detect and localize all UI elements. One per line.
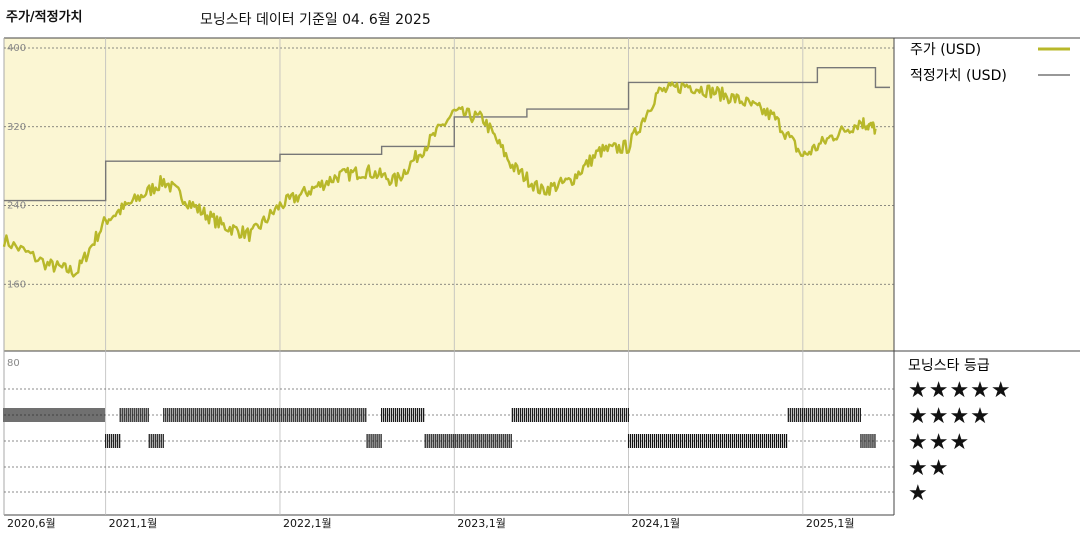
ytick-label: 80 [7,358,20,369]
fair-value-line [4,66,890,202]
rating-bars [3,408,876,448]
price-panel-bg [4,38,894,351]
ytick-label: 160 [7,279,26,290]
rating-level-3-stars: ★★★ [908,430,970,455]
rating-segment [366,434,382,448]
chart-title: 주가/적정가치 [6,10,83,25]
xtick-label: 2023,1월 [457,517,506,530]
rating-segment [860,434,876,448]
xtick-label: 2021,1월 [109,517,158,530]
price-line [2,81,877,278]
rating-segment [787,408,861,422]
rating-level-4-stars: ★★★★ [908,404,991,429]
rating-segment [148,434,164,448]
horizontal-gridlines [4,47,894,285]
x-tick-labels: 2020,6월 2021,1월 2022,1월 2023,1월 2024,1월 2025,… [7,517,854,530]
legend-price-label: 주가 (USD) [910,42,981,58]
rating-segment [381,408,425,422]
rating-segment [424,434,512,448]
y-tick-labels: 400 320 240 160 80 [7,43,26,369]
legend-fair-label: 적정가치 (USD) [910,68,1007,84]
rating-segment [119,408,149,422]
data-date-line: 모닝스타 데이터 기준일 04. 6월 2025 [200,12,431,28]
rating-star-labels: ★★★★★★★★★★★★★★★ [908,378,1012,506]
ytick-label: 240 [7,201,26,212]
rating-segment [627,434,788,448]
ytick-label: 400 [7,43,26,54]
rating-segment [163,408,367,422]
xtick-label: 2020,6월 [7,517,56,530]
rating-title: 모닝스타 등급 [908,358,990,374]
rating-segment [511,408,629,422]
ytick-label: 320 [7,122,26,133]
xtick-label: 2024,1월 [632,517,681,530]
rating-level-2-stars: ★★ [908,456,949,481]
rating-segment [105,434,121,448]
xtick-label: 2022,1월 [283,517,332,530]
rating-level-5-stars: ★★★★★ [908,378,1012,403]
rating-level-1-stars: ★ [908,481,929,506]
xtick-label: 2025,1월 [806,517,855,530]
rating-segment [3,408,105,422]
